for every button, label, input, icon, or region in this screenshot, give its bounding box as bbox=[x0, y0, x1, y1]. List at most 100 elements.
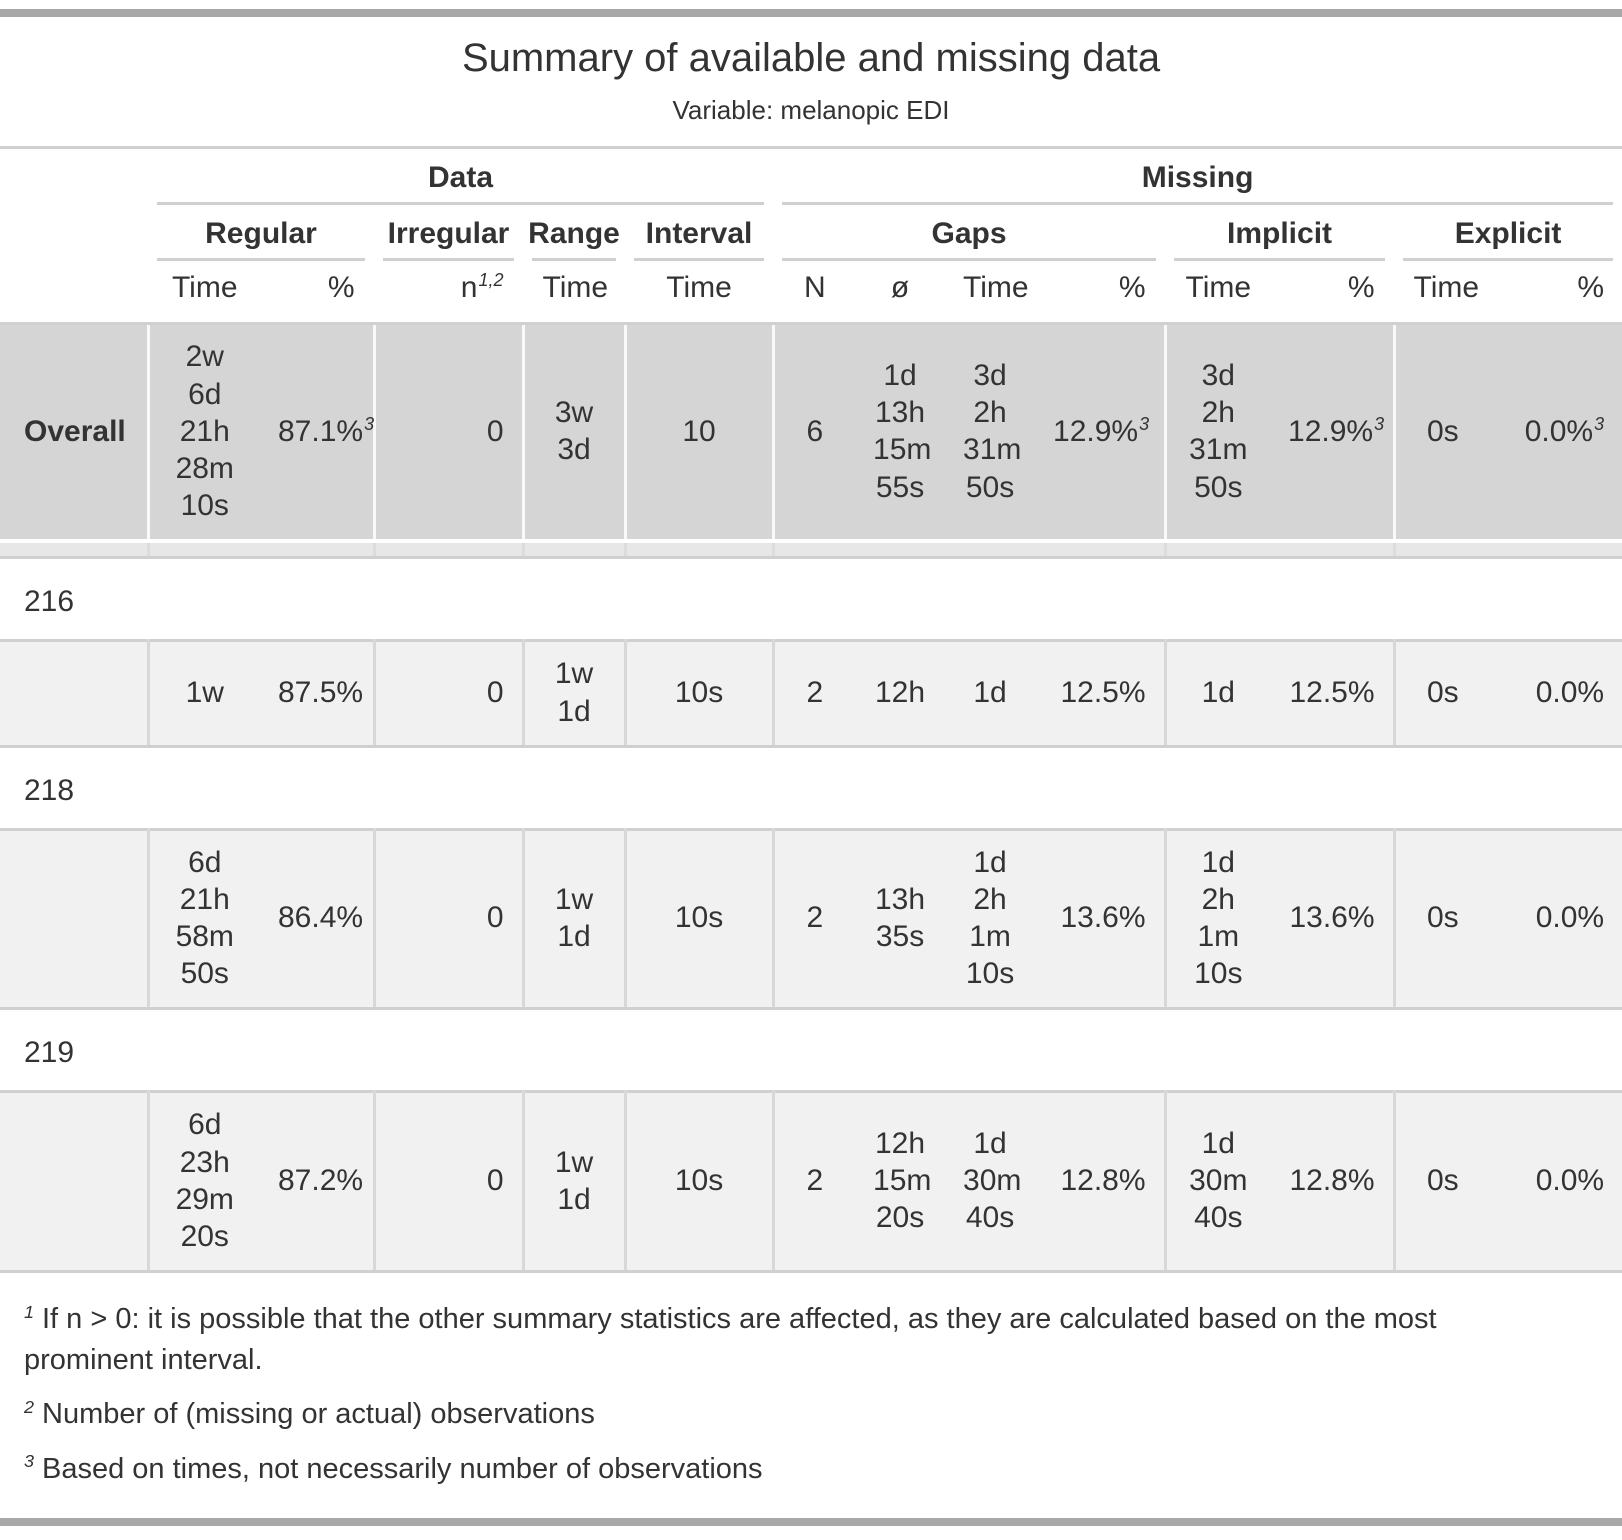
cell-218-gaps-pct: 13.6% bbox=[1035, 827, 1167, 1011]
spanner-underline bbox=[157, 202, 765, 206]
cell-219-explicit-pct: 0.0% bbox=[1490, 1090, 1622, 1274]
cell-216-gaps-pct: 12.5% bbox=[1035, 639, 1167, 748]
spanner-underline bbox=[157, 258, 365, 262]
group-219-data-row: 6d 23h 29m 20s 87.2% 0 1w 1d 10s 2 12h 1… bbox=[0, 1090, 1622, 1274]
cell-218-range-time: 1w 1d bbox=[523, 827, 627, 1011]
spanner-irregular: Irregular bbox=[374, 205, 523, 262]
footnote-marker: 3 bbox=[1139, 413, 1150, 434]
spanner-missing: Missing bbox=[773, 149, 1622, 206]
spanner-row-sub: Regular Irregular Range Interval Gaps Im… bbox=[0, 205, 1622, 262]
cell-overall-explicit-pct: 0.0%3 bbox=[1490, 323, 1622, 542]
cell-218-interval-time: 10s bbox=[625, 827, 775, 1011]
cell-218-explicit-pct: 0.0% bbox=[1490, 827, 1622, 1011]
stub-cell-empty bbox=[0, 1090, 150, 1274]
cell-216-gaps-n: 2 bbox=[773, 639, 856, 748]
label-text: n bbox=[460, 271, 478, 305]
table-title: Summary of available and missing data bbox=[461, 36, 1161, 80]
cell-216-gaps-avg: 12h bbox=[855, 639, 946, 748]
value: 12.9% bbox=[1053, 414, 1139, 448]
cell-218-gaps-avg: 13h 35s bbox=[855, 827, 946, 1011]
cell-219-gaps-time: 1d 30m 40s bbox=[945, 1090, 1036, 1274]
col-label-implicit-time: Time bbox=[1165, 261, 1271, 326]
footnote-marker: 1 bbox=[24, 1301, 34, 1322]
row-stub-overall: Overall bbox=[0, 323, 150, 542]
spanner-implicit-label: Implicit bbox=[1227, 217, 1333, 251]
cell-216-regular-time: 1w bbox=[148, 639, 260, 748]
group-label: 218 bbox=[0, 746, 1622, 830]
cell-218-implicit-time: 1d 2h 1m 10s bbox=[1165, 827, 1271, 1011]
cell-218-gaps-n: 2 bbox=[773, 827, 856, 1011]
summary-spacer-row bbox=[0, 539, 1622, 560]
col-label-gaps-pct: % bbox=[1035, 261, 1166, 326]
cell-overall-gaps-avg: 1d 13h 15m 55s bbox=[855, 323, 946, 542]
cell-219-implicit-pct: 12.8% bbox=[1270, 1090, 1396, 1274]
cell-overall-regular-pct: 87.1%3 bbox=[260, 323, 376, 542]
col-label-implicit-pct: % bbox=[1270, 261, 1395, 326]
cell-216-implicit-time: 1d bbox=[1165, 639, 1271, 748]
cell-216-regular-pct: 87.5% bbox=[260, 639, 376, 748]
group-216-data-row: 1w 87.5% 0 1w 1d 10s 2 12h 1d 12.5% 1d 1… bbox=[0, 639, 1622, 748]
spanner-interval: Interval bbox=[625, 205, 773, 262]
spanner-missing-label: Missing bbox=[1141, 161, 1254, 195]
group-heading-219: 219 bbox=[0, 1008, 1622, 1092]
cell-218-explicit-time: 0s bbox=[1394, 827, 1491, 1011]
spanner-underline bbox=[782, 258, 1157, 262]
cell-overall-interval-time: 10 bbox=[625, 323, 775, 542]
bottom-accent-bar bbox=[0, 1517, 1622, 1526]
col-label-irregular-n: n1,2 bbox=[374, 261, 523, 326]
spanner-regular-label: Regular bbox=[205, 217, 317, 251]
cell-219-gaps-pct: 12.8% bbox=[1035, 1090, 1167, 1274]
stub-header-cell bbox=[0, 261, 148, 326]
value: 12.9% bbox=[1288, 414, 1374, 448]
group-heading-218: 218 bbox=[0, 746, 1622, 830]
cell-overall-range-time: 3w 3d bbox=[523, 323, 627, 542]
footnote-marker: 3 bbox=[24, 1451, 34, 1472]
col-label-explicit-pct: % bbox=[1490, 261, 1622, 326]
footnote-3: 3 Based on times, not necessarily number … bbox=[24, 1449, 1474, 1490]
spanner-underline bbox=[1174, 258, 1386, 262]
cell-216-explicit-time: 0s bbox=[1394, 639, 1491, 748]
cell-218-irregular-n: 0 bbox=[374, 827, 525, 1011]
cell-218-regular-time: 6d 21h 58m 50s bbox=[148, 827, 260, 1011]
group-218-data-row: 6d 21h 58m 50s 86.4% 0 1w 1d 10s 2 13h 3… bbox=[0, 827, 1622, 1011]
cell-219-gaps-n: 2 bbox=[773, 1090, 856, 1274]
stub-header-cell bbox=[0, 205, 148, 261]
footnote-marker: 2 bbox=[24, 1396, 34, 1417]
spanner-gaps-label: Gaps bbox=[931, 217, 1007, 251]
col-label-gaps-avg: ø bbox=[855, 261, 946, 326]
col-label-explicit-time: Time bbox=[1394, 261, 1491, 326]
cell-218-implicit-pct: 13.6% bbox=[1270, 827, 1396, 1011]
col-label-gaps-time: Time bbox=[945, 261, 1036, 326]
stub-cell-empty bbox=[0, 639, 150, 748]
spanner-underline bbox=[383, 258, 514, 262]
overall-row: Overall 2w 6d 21h 28m 10s 87.1%3 0 3w 3d… bbox=[0, 323, 1622, 542]
top-accent-bar bbox=[0, 9, 1622, 17]
cell-216-range-time: 1w 1d bbox=[523, 639, 627, 748]
spanner-explicit: Explicit bbox=[1394, 205, 1622, 262]
spanner-data-label: Data bbox=[428, 161, 494, 195]
cell-219-regular-pct: 87.2% bbox=[260, 1090, 376, 1274]
table-subtitle: Variable: melanopic EDI bbox=[672, 95, 950, 125]
cell-overall-explicit-time: 0s bbox=[1394, 323, 1491, 542]
cell-218-gaps-time: 1d 2h 1m 10s bbox=[945, 827, 1036, 1011]
cell-overall-gaps-n: 6 bbox=[773, 323, 856, 542]
spanner-irregular-label: Irregular bbox=[387, 217, 510, 251]
value: 0.0% bbox=[1524, 414, 1594, 448]
spanner-underline bbox=[782, 202, 1614, 206]
spanner-row-top: Data Missing bbox=[0, 149, 1622, 206]
footnote-1: 1 If n > 0: it is possible that the other… bbox=[24, 1299, 1474, 1380]
cell-219-irregular-n: 0 bbox=[374, 1090, 525, 1274]
cell-216-gaps-time: 1d bbox=[945, 639, 1036, 748]
col-label-regular-pct: % bbox=[260, 261, 374, 326]
cell-overall-irregular-n: 0 bbox=[374, 323, 525, 542]
footnote-marker: 1,2 bbox=[478, 270, 504, 291]
cell-219-gaps-avg: 12h 15m 20s bbox=[855, 1090, 946, 1274]
footnote-marker: 3 bbox=[1374, 413, 1385, 434]
cell-219-range-time: 1w 1d bbox=[523, 1090, 627, 1274]
cell-216-interval-time: 10s bbox=[625, 639, 775, 748]
value: 87.1% bbox=[278, 414, 364, 448]
cell-overall-gaps-pct: 12.9%3 bbox=[1035, 323, 1167, 542]
footnote-text: Number of (missing or actual) observatio… bbox=[42, 1398, 595, 1431]
cell-overall-gaps-time: 3d 2h 31m 50s bbox=[945, 323, 1036, 542]
spanner-interval-label: Interval bbox=[645, 217, 753, 251]
